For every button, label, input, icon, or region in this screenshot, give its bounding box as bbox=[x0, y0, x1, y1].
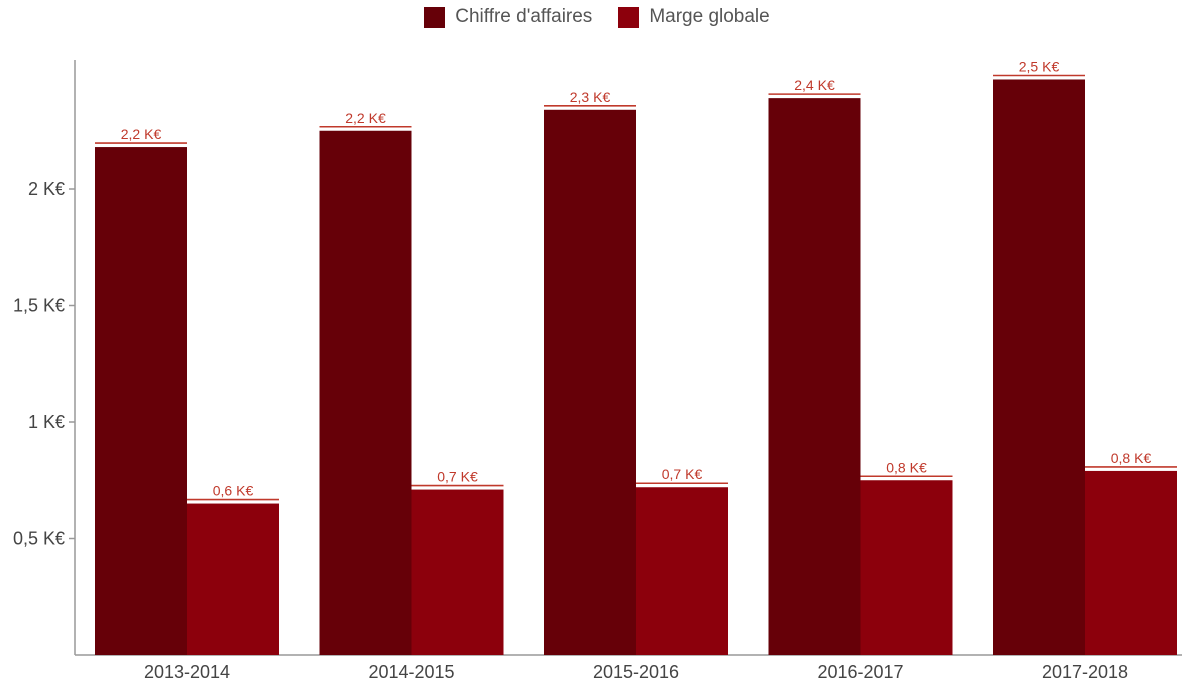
bar-chiffre-affaires bbox=[95, 147, 187, 655]
data-label: 2,2 K€ bbox=[345, 110, 386, 126]
bar-chiffre-affaires bbox=[768, 98, 861, 655]
data-label: 0,7 K€ bbox=[437, 469, 478, 485]
data-label: 2,4 K€ bbox=[794, 77, 835, 93]
data-label: 0,6 K€ bbox=[213, 483, 254, 499]
data-label: 2,3 K€ bbox=[570, 89, 611, 105]
bar-marge-globale bbox=[411, 489, 504, 655]
bar-chiffre-affaires bbox=[544, 109, 636, 655]
legend-swatch-marge-globale bbox=[618, 6, 640, 28]
legend-label-chiffre-affaires: Chiffre d'affaires bbox=[455, 6, 593, 27]
x-tick-label: 2015-2016 bbox=[593, 662, 679, 682]
data-label: 0,7 K€ bbox=[662, 466, 703, 482]
bar-marge-globale bbox=[1085, 470, 1177, 655]
data-label: 2,2 K€ bbox=[121, 126, 162, 142]
data-label: 0,8 K€ bbox=[1111, 450, 1152, 466]
bar-marge-globale bbox=[860, 480, 953, 655]
legend-swatch-chiffre-affaires bbox=[424, 6, 446, 28]
data-label: 0,8 K€ bbox=[886, 459, 927, 475]
y-tick-label: 2 K€ bbox=[28, 179, 65, 199]
bar-chiffre-affaires bbox=[319, 130, 412, 655]
x-tick-label: 2016-2017 bbox=[817, 662, 903, 682]
chart-legend: Chiffre d'affaires Marge globale bbox=[0, 6, 1194, 28]
data-label: 2,5 K€ bbox=[1019, 58, 1060, 74]
y-tick-label: 1,5 K€ bbox=[13, 296, 65, 316]
x-tick-label: 2013-2014 bbox=[144, 662, 230, 682]
legend-item-chiffre-affaires[interactable]: Chiffre d'affaires bbox=[424, 6, 592, 28]
legend-item-marge-globale[interactable]: Marge globale bbox=[618, 6, 770, 28]
bar-marge-globale bbox=[636, 487, 728, 655]
y-tick-label: 0,5 K€ bbox=[13, 529, 65, 549]
y-tick-label: 1 K€ bbox=[28, 412, 65, 432]
x-tick-label: 2014-2015 bbox=[368, 662, 454, 682]
bar-marge-globale bbox=[187, 503, 279, 655]
legend-label-marge-globale: Marge globale bbox=[649, 6, 770, 27]
bar-chiffre-affaires bbox=[993, 79, 1085, 656]
x-tick-label: 2017-2018 bbox=[1042, 662, 1128, 682]
